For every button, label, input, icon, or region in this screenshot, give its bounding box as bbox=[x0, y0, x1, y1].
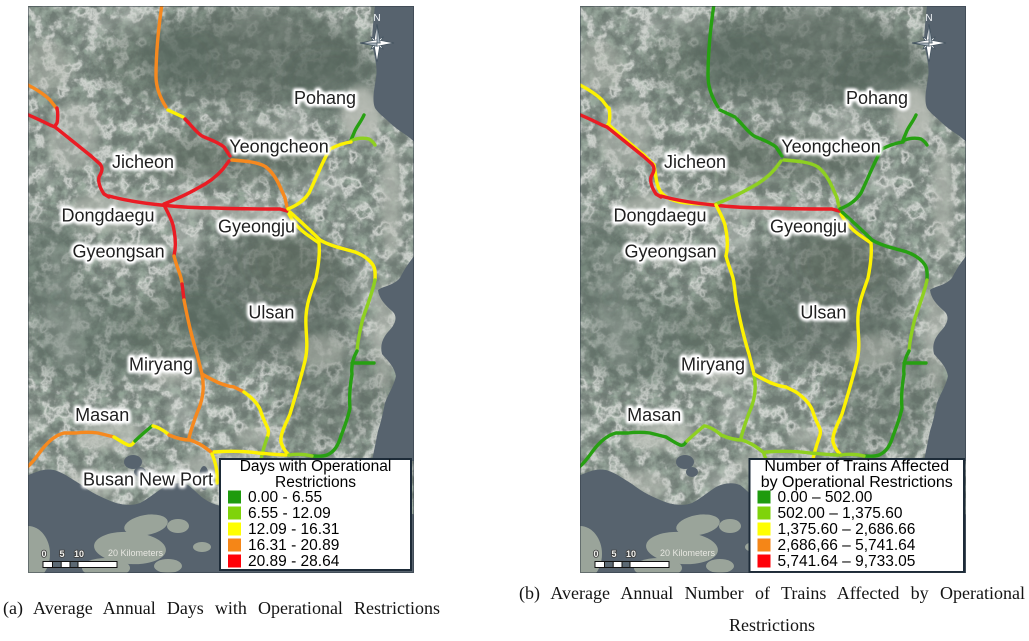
svg-text:Ulsan: Ulsan bbox=[800, 302, 846, 322]
svg-text:502.00 – 1,375.60: 502.00 – 1,375.60 bbox=[778, 505, 903, 522]
svg-text:Miryang: Miryang bbox=[129, 354, 193, 374]
svg-text:Busan New Port: Busan New Port bbox=[83, 470, 213, 490]
svg-text:Masan: Masan bbox=[75, 405, 129, 425]
svg-text:5,741.64 – 9,733.05: 5,741.64 – 9,733.05 bbox=[778, 553, 916, 570]
svg-text:Jicheon: Jicheon bbox=[664, 152, 726, 172]
svg-text:Jicheon: Jicheon bbox=[664, 152, 726, 172]
svg-text:6.55 - 12.09: 6.55 - 12.09 bbox=[248, 505, 331, 522]
svg-text:Yeongcheon: Yeongcheon bbox=[229, 137, 328, 157]
svg-text:Masan: Masan bbox=[627, 405, 681, 425]
svg-text:Dongdaegu: Dongdaegu bbox=[613, 206, 706, 226]
svg-text:1,375.60 – 2,686.66: 1,375.60 – 2,686.66 bbox=[778, 521, 916, 538]
svg-text:Dongdaegu: Dongdaegu bbox=[613, 206, 706, 226]
svg-text:Pohang: Pohang bbox=[846, 88, 908, 108]
svg-text:by Operational Restrictions: by Operational Restrictions bbox=[761, 474, 953, 491]
svg-text:10: 10 bbox=[74, 549, 84, 559]
svg-text:Miryang: Miryang bbox=[129, 354, 193, 374]
svg-text:20 Kilometers: 20 Kilometers bbox=[660, 548, 716, 558]
svg-text:20 Kilometers: 20 Kilometers bbox=[108, 548, 164, 558]
svg-text:Gyeongsan: Gyeongsan bbox=[73, 242, 165, 262]
svg-text:Gyeongsan: Gyeongsan bbox=[625, 242, 717, 262]
svg-text:Gyeongju: Gyeongju bbox=[770, 217, 847, 237]
svg-text:5: 5 bbox=[611, 549, 616, 559]
svg-text:0.00 – 502.00: 0.00 – 502.00 bbox=[778, 489, 873, 506]
svg-text:Busan New Port: Busan New Port bbox=[83, 470, 213, 490]
svg-text:Masan: Masan bbox=[75, 405, 129, 425]
svg-text:Jicheon: Jicheon bbox=[112, 152, 174, 172]
svg-text:Gyeongsan: Gyeongsan bbox=[625, 242, 717, 262]
svg-text:20.89 - 28.64: 20.89 - 28.64 bbox=[248, 553, 340, 570]
svg-text:5: 5 bbox=[59, 549, 64, 559]
svg-text:Gyeongsan: Gyeongsan bbox=[73, 242, 165, 262]
svg-text:Ulsan: Ulsan bbox=[248, 302, 294, 322]
svg-text:2,686,66 – 5,741.64: 2,686,66 – 5,741.64 bbox=[778, 537, 916, 554]
svg-text:Dongdaegu: Dongdaegu bbox=[61, 206, 154, 226]
svg-text:Miryang: Miryang bbox=[681, 354, 745, 374]
svg-text:Gyeongju: Gyeongju bbox=[218, 217, 295, 237]
svg-text:Jicheon: Jicheon bbox=[112, 152, 174, 172]
svg-text:Yeongcheon: Yeongcheon bbox=[781, 137, 880, 157]
svg-text:Yeongcheon: Yeongcheon bbox=[781, 137, 880, 157]
svg-text:Ulsan: Ulsan bbox=[800, 302, 846, 322]
svg-text:0.00 - 6.55: 0.00 - 6.55 bbox=[248, 489, 322, 506]
svg-text:12.09 - 16.31: 12.09 - 16.31 bbox=[248, 521, 339, 538]
svg-text:Restrictions: Restrictions bbox=[275, 474, 356, 491]
svg-text:16.31 - 20.89: 16.31 - 20.89 bbox=[248, 537, 339, 554]
svg-text:Masan: Masan bbox=[627, 405, 681, 425]
svg-text:Ulsan: Ulsan bbox=[248, 302, 294, 322]
svg-text:N: N bbox=[925, 13, 932, 24]
svg-text:Miryang: Miryang bbox=[681, 354, 745, 374]
svg-text:Number of Trains Affected: Number of Trains Affected bbox=[764, 458, 949, 475]
svg-text:Days with Operational: Days with Operational bbox=[240, 458, 392, 475]
svg-text:0: 0 bbox=[593, 549, 598, 559]
svg-text:0: 0 bbox=[41, 549, 46, 559]
svg-text:Dongdaegu: Dongdaegu bbox=[61, 206, 154, 226]
svg-text:N: N bbox=[373, 13, 380, 24]
svg-text:Gyeongju: Gyeongju bbox=[218, 217, 295, 237]
svg-text:Pohang: Pohang bbox=[846, 88, 908, 108]
svg-text:10: 10 bbox=[626, 549, 636, 559]
svg-text:Pohang: Pohang bbox=[294, 88, 356, 108]
svg-text:Yeongcheon: Yeongcheon bbox=[229, 137, 328, 157]
svg-text:Pohang: Pohang bbox=[294, 88, 356, 108]
svg-text:Gyeongju: Gyeongju bbox=[770, 217, 847, 237]
